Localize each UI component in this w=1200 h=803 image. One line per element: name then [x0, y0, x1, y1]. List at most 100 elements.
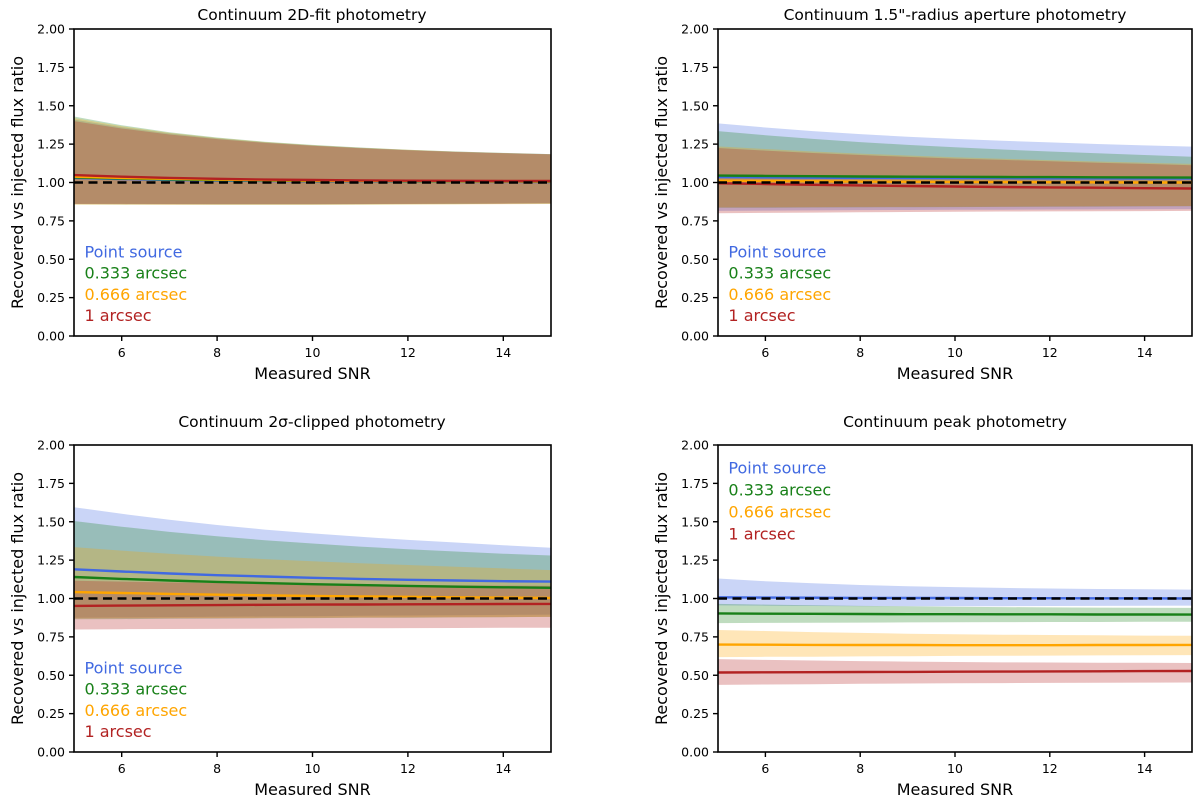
legend-label-point-source: Point source [728, 242, 826, 261]
y-tick-label: 1.75 [37, 60, 65, 75]
legend-label-1-arcsec: 1 arcsec [728, 524, 795, 543]
y-tick-label: 1.25 [681, 553, 709, 568]
legend-label-0-333-arcsec: 0.333 arcsec [728, 480, 831, 499]
x-tick-label: 14 [495, 345, 511, 360]
x-tick-label: 6 [761, 761, 769, 776]
series-line-point-source [73, 568, 552, 583]
series-band-0-666-arcsec [718, 630, 1192, 658]
y-axis-label: Recovered vs injected flux ratio [8, 56, 27, 309]
y-tick-label: 2.00 [681, 438, 709, 453]
legend-label-point-source: Point source [84, 242, 182, 261]
chart-aperture-canvas: 6 8 10 12 14 0.00 0.25 0.50 0.75 1.00 1.25 1.50 1.75… [652, 22, 1193, 383]
legend-label-0-333-arcsec: 0.333 arcsec [84, 680, 187, 699]
legend-label-0-666-arcsec: 0.666 arcsec [728, 502, 831, 521]
y-tick-label: 1.50 [37, 514, 65, 529]
chart-title: Continuum 2σ-clipped photometry [178, 413, 446, 431]
x-tick-label: 10 [947, 761, 963, 776]
y-tick-label: 1.00 [37, 591, 65, 606]
x-tick-label: 10 [305, 761, 321, 776]
series-line-1-arcsec [717, 669, 1193, 674]
y-tick-label: 0.00 [37, 329, 65, 344]
chart-peak-canvas: 6 8 10 12 14 0.00 0.25 0.50 0.75 1.00 1.25 1.50 1.75… [652, 438, 1193, 799]
y-tick-label: 2.00 [37, 438, 65, 453]
series-band-point-source [718, 578, 1192, 607]
y-tick-label: 0.25 [681, 706, 709, 721]
legend-label-0-333-arcsec: 0.333 arcsec [84, 264, 187, 283]
series-line-0-333-arcsec [73, 575, 552, 589]
series-line-1-arcsec [717, 182, 1193, 190]
x-tick-label: 14 [495, 761, 511, 776]
y-axis-label: Recovered vs injected flux ratio [8, 472, 27, 725]
chart-sigma-clipped: 6 8 10 12 14 0.00 0.25 0.50 0.75 1.00 1.25 1.50 1.75… [0, 400, 600, 803]
series-line-1-arcsec [73, 602, 552, 608]
chart-sigma-clipped-canvas: 6 8 10 12 14 0.00 0.25 0.50 0.75 1.00 1.25 1.50 1.75… [8, 438, 552, 799]
y-tick-label: 1.50 [681, 98, 709, 113]
series-line-0-666-arcsec [717, 643, 1193, 647]
x-tick-label: 6 [118, 761, 126, 776]
y-tick-label: 1.75 [681, 476, 709, 491]
x-tick-label: 6 [118, 345, 126, 360]
x-axis-label: Measured SNR [897, 780, 1013, 799]
series-band-1-arcsec [74, 121, 551, 205]
y-tick-label: 0.00 [681, 745, 709, 760]
y-tick-label: 1.00 [681, 591, 709, 606]
series-band-0-666-arcsec [74, 547, 551, 619]
y-tick-label: 0.00 [681, 329, 709, 344]
y-tick-label: 1.75 [37, 476, 65, 491]
x-axis-label: Measured SNR [897, 364, 1013, 383]
chart-2dfit: 6 8 10 12 14 0.00 0.25 0.50 0.75 1.00 1.25 1.50 1.75… [0, 0, 600, 400]
x-tick-label: 12 [400, 345, 416, 360]
legend-label-point-source: Point source [728, 458, 826, 477]
x-tick-label: 12 [400, 761, 416, 776]
y-tick-label: 1.00 [37, 175, 65, 190]
chart-title: Continuum 1.5"-radius aperture photometr… [783, 6, 1127, 24]
chart-aperture: 6 8 10 12 14 0.00 0.25 0.50 0.75 1.00 1.25 1.50 1.75… [600, 0, 1200, 400]
x-tick-label: 12 [1042, 761, 1058, 776]
x-tick-label: 6 [761, 345, 769, 360]
series-band-point-source [74, 507, 551, 618]
y-tick-label: 0.75 [681, 213, 709, 228]
legend-label-0-333-arcsec: 0.333 arcsec [728, 264, 831, 283]
y-tick-label: 1.50 [37, 98, 65, 113]
y-tick-label: 0.50 [681, 252, 709, 267]
x-tick-label: 14 [1137, 345, 1153, 360]
x-tick-label: 14 [1137, 761, 1153, 776]
legend-label-point-source: Point source [84, 658, 182, 677]
x-tick-label: 8 [856, 761, 864, 776]
series-band-1-arcsec [718, 148, 1192, 214]
y-tick-label: 0.25 [37, 290, 65, 305]
chart-peak: 6 8 10 12 14 0.00 0.25 0.50 0.75 1.00 1.25 1.50 1.75… [600, 400, 1200, 803]
chart-title: Continuum 2D-fit photometry [197, 6, 427, 24]
x-axis-label: Measured SNR [254, 364, 370, 383]
x-tick-label: 10 [947, 345, 963, 360]
series-band-point-source [718, 123, 1192, 211]
y-tick-label: 1.50 [681, 514, 709, 529]
x-tick-label: 10 [305, 345, 321, 360]
y-tick-label: 1.75 [681, 60, 709, 75]
y-tick-label: 1.00 [681, 175, 709, 190]
x-tick-label: 12 [1042, 345, 1058, 360]
y-tick-label: 0.50 [37, 668, 65, 683]
series-line-0-333-arcsec [717, 612, 1193, 616]
x-tick-label: 8 [213, 345, 221, 360]
y-tick-label: 0.25 [681, 290, 709, 305]
y-axis-label: Recovered vs injected flux ratio [652, 472, 671, 725]
y-tick-label: 0.25 [37, 706, 65, 721]
legend-label-1-arcsec: 1 arcsec [728, 306, 795, 325]
y-tick-label: 0.00 [37, 745, 65, 760]
y-tick-label: 2.00 [681, 22, 709, 37]
y-tick-label: 0.75 [37, 629, 65, 644]
legend-label-0-666-arcsec: 0.666 arcsec [728, 285, 831, 304]
chart-title: Continuum peak photometry [843, 413, 1067, 431]
y-tick-label: 2.00 [37, 22, 65, 37]
legend-label-1-arcsec: 1 arcsec [84, 306, 151, 325]
y-axis-label: Recovered vs injected flux ratio [652, 56, 671, 309]
x-axis-label: Measured SNR [254, 780, 370, 799]
series-line-0-333-arcsec [717, 174, 1193, 179]
chart-2dfit-canvas: 6 8 10 12 14 0.00 0.25 0.50 0.75 1.00 1.25 1.50 1.75… [8, 22, 552, 383]
x-tick-label: 8 [213, 761, 221, 776]
series-line-1-arcsec [73, 173, 551, 183]
y-tick-label: 1.25 [37, 553, 65, 568]
legend-label-0-666-arcsec: 0.666 arcsec [84, 285, 187, 304]
